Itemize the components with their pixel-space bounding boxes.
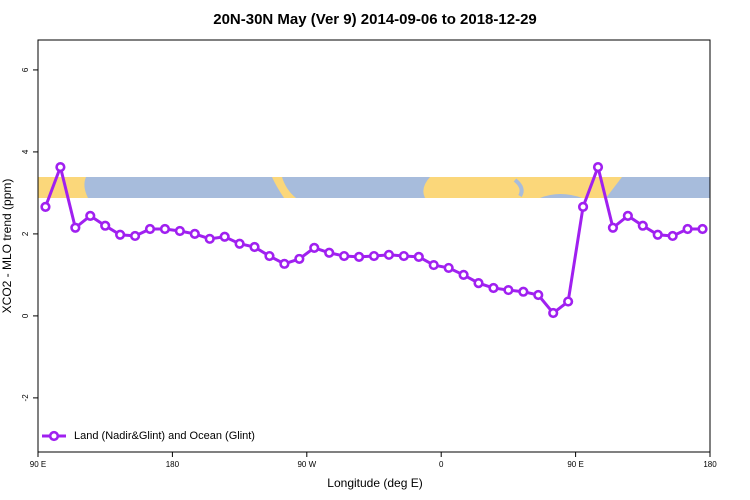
point: [577, 201, 589, 212]
point: [518, 286, 529, 297]
point: [294, 253, 305, 265]
map-strip: [38, 177, 710, 198]
point: [548, 307, 559, 319]
point: [40, 201, 51, 212]
point: [383, 249, 395, 260]
point: [189, 228, 200, 240]
point: [592, 161, 604, 173]
point: [324, 247, 335, 258]
point: [563, 296, 574, 307]
point: [398, 250, 409, 262]
legend-marker: [48, 430, 60, 442]
point: [219, 231, 230, 242]
point: [637, 220, 648, 231]
point: [458, 269, 469, 281]
point: [607, 222, 619, 233]
point: [249, 241, 260, 253]
y-tick-label: 4: [21, 149, 30, 154]
y-tick-label: 0: [21, 313, 30, 318]
point: [697, 223, 708, 235]
point: [279, 258, 290, 269]
point: [204, 233, 215, 244]
point: [667, 230, 678, 242]
x-tick-label: 180: [703, 460, 717, 469]
point: [413, 251, 424, 262]
plot-frame: [37, 39, 711, 453]
point: [443, 262, 454, 274]
point: [368, 250, 380, 262]
x-tick-label: 90 E: [30, 460, 46, 469]
point: [533, 289, 544, 301]
x-tick-label: 0: [439, 460, 444, 469]
point: [70, 222, 81, 233]
y-tick-label: 6: [21, 67, 30, 72]
point: [473, 278, 484, 289]
point: [309, 242, 320, 253]
point: [428, 259, 439, 271]
x-tick-label: 90 W: [297, 460, 316, 469]
y-tick-label: -2: [21, 394, 30, 402]
x-tick-label: 90 E: [567, 460, 583, 469]
point: [115, 229, 126, 240]
point: [264, 250, 275, 262]
point: [353, 251, 365, 262]
point: [159, 223, 171, 235]
y-axis-title: XCO2 - MLO trend (ppm): [0, 179, 14, 314]
point: [174, 225, 185, 237]
y-tick-label: 2: [21, 231, 30, 236]
x-tick-label: 180: [166, 460, 180, 469]
point: [488, 282, 499, 294]
point: [682, 223, 693, 235]
legend-label: Land (Nadir&Glint) and Ocean (Glint): [74, 430, 255, 442]
point: [100, 220, 111, 231]
x-axis-title: Longitude (deg E): [327, 476, 422, 490]
point: [339, 250, 350, 262]
point: [503, 284, 514, 296]
point: [85, 210, 96, 221]
chart-title: 20N-30N May (Ver 9) 2014-09-06 to 2018-1…: [213, 11, 537, 28]
point: [129, 230, 141, 242]
point: [234, 238, 245, 249]
point: [144, 223, 156, 235]
point: [622, 210, 633, 221]
point: [652, 229, 663, 240]
point: [55, 161, 66, 173]
